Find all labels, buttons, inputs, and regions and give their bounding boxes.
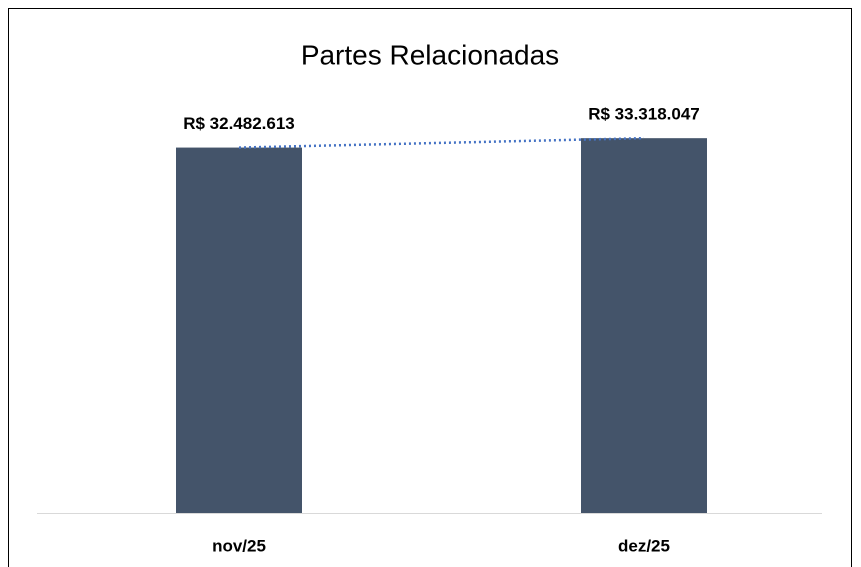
bar	[581, 138, 707, 513]
chart-frame	[8, 8, 852, 567]
bar	[176, 147, 302, 513]
x-tick-label: nov/25	[212, 536, 266, 555]
data-label: R$ 33.318.047	[588, 105, 700, 124]
data-label: R$ 32.482.613	[183, 114, 295, 133]
x-tick-label: dez/25	[618, 536, 670, 555]
chart-title: Partes Relacionadas	[301, 39, 559, 70]
